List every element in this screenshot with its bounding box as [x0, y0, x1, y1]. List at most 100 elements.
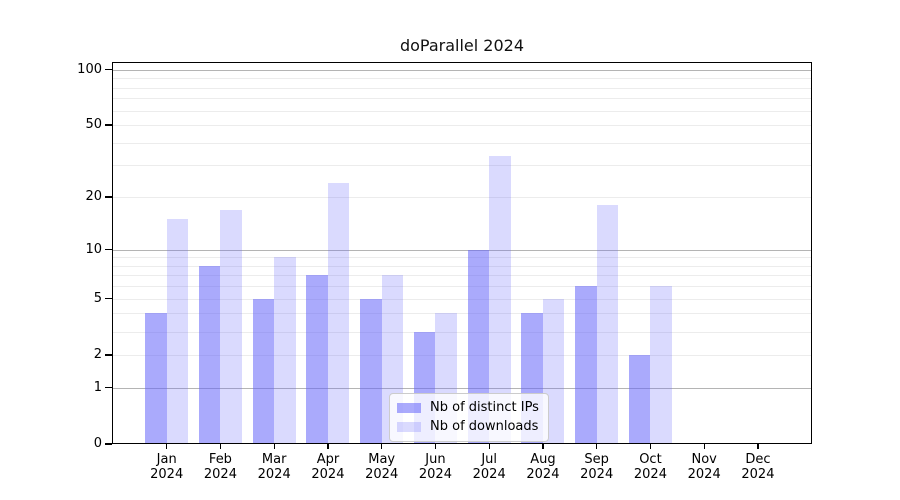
x-tick-month: Sep [584, 452, 609, 467]
plot-area [112, 62, 812, 444]
x-tick-label: Sep 2024 [569, 452, 625, 482]
x-tick-month: Jul [481, 452, 498, 467]
gridline-minor [112, 298, 812, 300]
legend-label-distinct-ips: Nb of distinct IPs [430, 400, 539, 415]
x-tick-month: May [368, 452, 396, 467]
x-tick-label: Mar 2024 [246, 452, 302, 482]
y-tick-mark [105, 443, 112, 445]
x-tick-month: Nov [691, 452, 717, 467]
x-tick-mark [542, 444, 544, 449]
bar-nb-of-distinct-ips-oct-2024 [628, 354, 651, 444]
x-tick-label: Apr 2024 [300, 452, 356, 482]
x-tick-year: 2024 [365, 467, 399, 482]
chart-title: doParallel 2024 [399, 36, 525, 55]
y-tick-mark [105, 69, 112, 71]
x-tick-mark [649, 444, 652, 449]
x-tick-month: Jan [156, 452, 177, 467]
legend-label-downloads: Nb of downloads [430, 419, 539, 434]
x-tick-month: Apr [316, 452, 340, 467]
x-tick-year: 2024 [687, 467, 721, 482]
x-tick-year: 2024 [257, 467, 291, 482]
x-tick-year: 2024 [150, 467, 184, 482]
y-tick-label: 50 [85, 117, 102, 133]
x-tick-year: 2024 [741, 467, 775, 482]
bar-nb-of-downloads-apr-2024 [327, 182, 350, 444]
legend-item-distinct-ips: Nb of distinct IPs [397, 398, 539, 417]
y-tick-mark [105, 248, 112, 251]
x-tick-month: Feb [208, 452, 232, 467]
x-tick-mark [488, 444, 490, 449]
x-tick-label: Jul 2024 [461, 452, 517, 482]
x-tick-label: Aug 2024 [515, 452, 571, 482]
bar-nb-of-distinct-ips-feb-2024 [198, 265, 221, 444]
bar-nb-of-distinct-ips-apr-2024 [306, 275, 328, 444]
gridline-minor [112, 98, 812, 100]
bar-nb-of-downloads-feb-2024 [220, 209, 242, 444]
x-tick-year: 2024 [418, 467, 452, 482]
bar-nb-of-distinct-ips-sep-2024 [575, 286, 597, 444]
gridline-minor [112, 87, 812, 89]
bar-nb-of-distinct-ips-jan-2024 [145, 313, 167, 444]
x-tick-label: Jan 2024 [139, 452, 195, 482]
legend-item-downloads: Nb of downloads [397, 417, 539, 436]
y-tick-label: 10 [85, 241, 102, 257]
x-tick-year: 2024 [580, 467, 614, 482]
legend-swatch-downloads-icon [397, 421, 421, 432]
x-tick-mark [434, 444, 437, 449]
x-tick-month: Mar [261, 452, 287, 467]
gridline-minor [112, 331, 812, 333]
y-tick-mark [105, 124, 112, 126]
gridline-minor [112, 142, 812, 144]
legend-swatch-distinct-ips-icon [397, 402, 421, 413]
y-tick-label: 0 [93, 436, 102, 451]
gridline-minor [112, 125, 812, 127]
y-tick-mark [105, 298, 112, 300]
x-tick-year: 2024 [526, 467, 560, 482]
gridline-minor [112, 265, 812, 267]
x-tick-year: 2024 [311, 467, 345, 482]
x-tick-mark [327, 444, 329, 449]
x-tick-month: Dec [745, 452, 771, 467]
bar-nb-of-distinct-ips-may-2024 [360, 298, 382, 444]
x-tick-label: Feb 2024 [192, 452, 248, 482]
x-tick-mark [381, 444, 383, 449]
y-tick-mark [105, 196, 112, 198]
gridline-major [112, 69, 812, 71]
legend: Nb of distinct IPs Nb of downloads [389, 393, 549, 442]
x-tick-year: 2024 [472, 467, 506, 482]
x-tick-mark [596, 444, 598, 449]
x-tick-mark [757, 444, 759, 449]
gridline-minor [112, 165, 812, 167]
gridline-minor [112, 286, 812, 288]
gridline-minor [112, 257, 812, 259]
x-tick-label: Nov 2024 [676, 452, 732, 482]
gridline-major [112, 249, 812, 251]
gridline-minor [112, 313, 812, 315]
x-tick-mark [273, 444, 275, 449]
x-tick-mark [219, 444, 222, 449]
y-tick-label: 20 [85, 189, 102, 205]
bar-nb-of-downloads-jul-2024 [489, 155, 511, 444]
y-tick-label: 5 [93, 290, 102, 306]
bar-nb-of-downloads-oct-2024 [650, 286, 672, 444]
bar-nb-of-distinct-ips-mar-2024 [252, 298, 275, 444]
x-tick-mark [166, 444, 168, 449]
y-tick-label: 1 [93, 379, 102, 395]
x-tick-label: Dec 2024 [730, 452, 786, 482]
x-tick-label: Jun 2024 [407, 452, 463, 482]
gridline-major [112, 387, 812, 389]
x-tick-mark [703, 444, 705, 449]
x-tick-month: Aug [530, 452, 556, 467]
y-tick-label: 2 [93, 346, 102, 362]
y-tick-label: 100 [77, 61, 102, 77]
gridline-minor [112, 78, 812, 80]
y-tick-mark [105, 354, 112, 356]
bar-nb-of-downloads-mar-2024 [274, 257, 296, 444]
x-tick-year: 2024 [633, 467, 667, 482]
gridline-minor [112, 110, 812, 112]
x-tick-year: 2024 [203, 467, 237, 482]
y-tick-mark [105, 387, 112, 389]
gridline-minor [112, 197, 812, 199]
gridline-minor [112, 354, 812, 356]
